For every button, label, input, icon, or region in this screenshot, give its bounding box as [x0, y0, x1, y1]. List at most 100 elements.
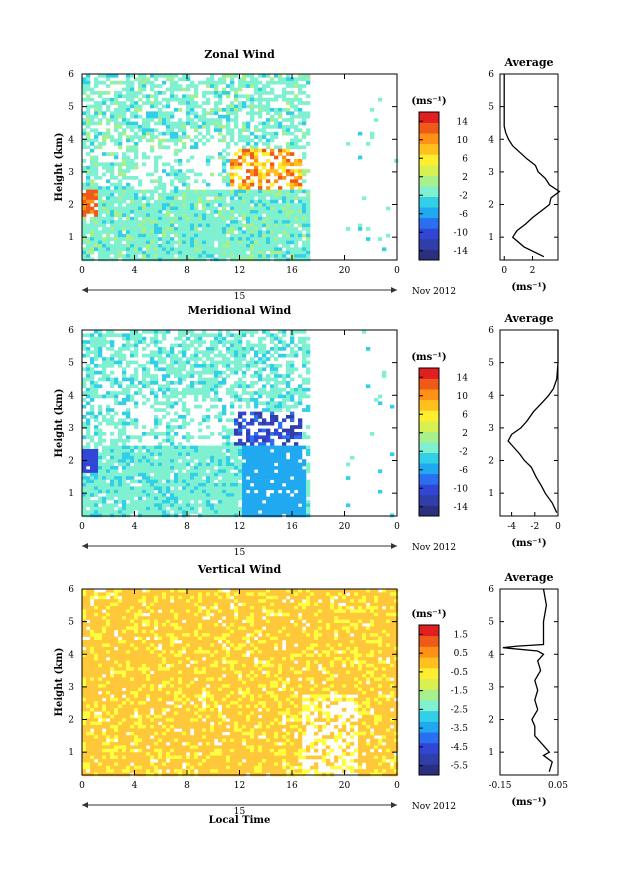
- heatmap-cell: [126, 230, 131, 235]
- heatmap-cell: [158, 176, 163, 180]
- heatmap-cell: [226, 513, 231, 518]
- heatmap-cell: [110, 650, 115, 654]
- heatmap-cell: [138, 489, 143, 494]
- heatmap-cell: [234, 114, 239, 119]
- heatmap-cell: [182, 135, 187, 139]
- heatmap-cell: [130, 445, 135, 450]
- heatmap-cell: [138, 179, 143, 184]
- heatmap-cell: [274, 364, 279, 368]
- heatmap-cell: [134, 94, 139, 99]
- heatmap-cell: [142, 118, 147, 122]
- heatmap-cell: [298, 486, 303, 491]
- heatmap-cell: [198, 391, 203, 395]
- heatmap-cell: [130, 148, 135, 153]
- colorbar-swatch: [419, 217, 439, 229]
- heatmap-cell: [234, 237, 239, 241]
- heatmap-cell: [170, 74, 175, 78]
- heatmap-cell: [274, 94, 279, 99]
- heatmap-cell: [106, 708, 111, 712]
- heatmap-cell: [190, 206, 195, 211]
- heatmap-cell: [102, 377, 107, 382]
- heatmap-cell: [234, 125, 239, 129]
- heatmap-cell: [290, 118, 295, 122]
- heatmap-cell: [110, 172, 115, 177]
- heatmap-cell: [290, 452, 295, 457]
- heatmap-cell: [226, 489, 231, 494]
- heatmap-cell: [258, 230, 263, 235]
- heatmap-cell: [242, 148, 247, 153]
- heatmap-cell: [254, 353, 259, 358]
- heatmap-cell: [374, 398, 379, 402]
- heatmap-cell: [114, 152, 119, 156]
- heatmap-cell: [258, 374, 263, 378]
- heatmap-cell: [270, 483, 275, 487]
- heatmap-cell: [138, 213, 143, 218]
- heatmap-cell: [186, 347, 191, 351]
- heatmap-cell: [154, 506, 159, 511]
- heatmap-cell: [182, 500, 187, 504]
- heatmap-cell: [90, 128, 95, 133]
- heatmap-cell: [126, 155, 131, 160]
- heatmap-cell: [254, 128, 259, 133]
- heatmap-cell: [286, 145, 291, 150]
- heatmap-cell: [106, 769, 111, 773]
- heatmap-cell: [118, 496, 123, 501]
- heatmap-cell: [110, 612, 115, 617]
- heatmap-cell: [98, 220, 103, 224]
- heatmap-cell: [194, 364, 199, 368]
- heatmap-cell: [114, 479, 119, 484]
- heatmap-cell: [206, 111, 211, 116]
- heatmap-cell: [274, 125, 279, 129]
- heatmap-cell: [130, 247, 135, 252]
- heatmap-cell: [130, 176, 135, 180]
- heatmap-cell: [274, 381, 279, 385]
- heatmap-cell: [134, 435, 139, 440]
- heatmap-cell: [234, 364, 239, 368]
- y-axis-label: Height (km): [54, 133, 65, 202]
- heatmap-cell: [122, 411, 127, 416]
- heatmap-cell: [126, 506, 131, 511]
- heatmap-cell: [102, 80, 107, 85]
- heatmap-cell: [146, 466, 151, 470]
- heatmap-cell: [282, 503, 287, 508]
- heatmap-cell: [270, 240, 275, 245]
- heatmap-cell: [134, 452, 139, 457]
- heatmap-cell: [182, 233, 187, 238]
- heatmap-cell: [246, 496, 251, 501]
- heatmap-cell: [174, 425, 179, 429]
- heatmap-cell: [258, 196, 263, 201]
- heatmap-cell: [290, 479, 295, 484]
- heatmap-cell: [162, 500, 167, 504]
- heatmap-cell: [186, 240, 191, 245]
- heatmap-cell: [210, 432, 215, 436]
- heatmap-cell: [154, 472, 159, 477]
- heatmap-cell: [130, 227, 135, 231]
- heatmap-cell: [166, 404, 171, 409]
- heatmap-cell: [266, 80, 271, 85]
- heatmap-cell: [202, 449, 207, 453]
- heatmap-cell: [82, 333, 87, 338]
- heatmap-cell: [130, 493, 135, 497]
- heatmap-cell: [190, 227, 195, 231]
- heatmap-cell: [282, 340, 287, 344]
- heatmap-cell: [214, 101, 219, 105]
- heatmap-cell: [266, 469, 271, 474]
- heatmap-cell: [246, 152, 251, 156]
- heatmap-cell: [102, 752, 107, 756]
- heatmap-cell: [126, 145, 131, 150]
- heatmap-cell: [86, 493, 91, 497]
- heatmap-cell: [162, 374, 167, 378]
- heatmap-cell: [94, 472, 99, 477]
- heatmap-cell: [138, 104, 143, 109]
- heatmap-cell: [218, 513, 223, 518]
- heatmap-cell: [170, 196, 175, 201]
- heatmap-cell: [206, 506, 211, 511]
- heatmap-cell: [210, 213, 215, 218]
- heatmap-cell: [126, 91, 131, 95]
- heatmap-cell: [162, 483, 167, 487]
- heatmap-cell: [178, 101, 183, 105]
- heatmap-cell: [90, 677, 95, 682]
- heatmap-cell: [262, 347, 267, 351]
- heatmap-cell: [246, 230, 251, 235]
- heatmap-cell: [114, 640, 119, 644]
